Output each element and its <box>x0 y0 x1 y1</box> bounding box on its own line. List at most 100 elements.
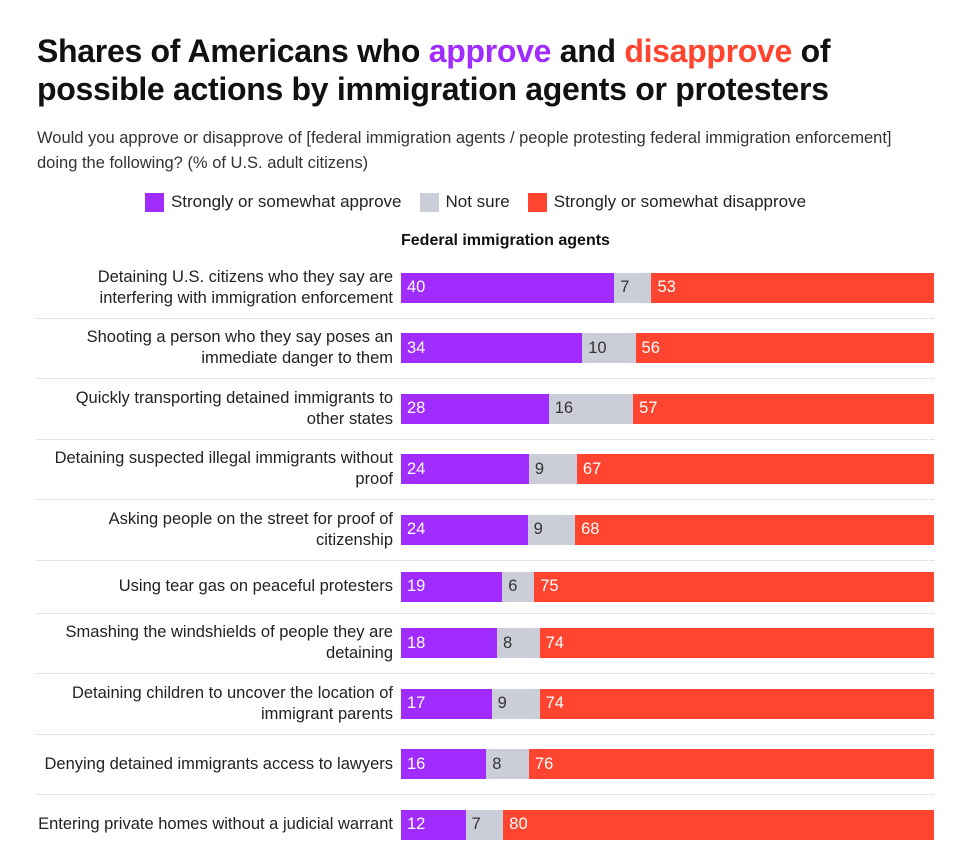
bar-row: Quickly transporting detained immigrants… <box>37 379 934 440</box>
category-label: Denying detained immigrants access to la… <box>44 754 394 773</box>
bar-row: Denying detained immigrants access to la… <box>37 735 934 795</box>
chart-title: Shares of Americans who approve and disa… <box>37 33 831 107</box>
data-label: 34 <box>407 338 426 357</box>
panel-title: Federal immigration agents <box>401 232 610 249</box>
legend-item-disapprove: Strongly or somewhat disapprove <box>527 192 806 212</box>
stacked-bar: 34 10 56 <box>401 333 934 364</box>
disapprove-segment: 76 <box>528 749 934 780</box>
data-label: 9 <box>534 459 545 478</box>
category-label: Smashing the windshields of people they … <box>65 623 393 663</box>
approve-segment: 19 <box>401 571 503 602</box>
bar-row: Asking people on the street for proof of… <box>37 500 934 561</box>
data-label: 67 <box>582 459 602 478</box>
disapprove-segment: 74 <box>539 628 934 659</box>
stacked-bar: 16 8 76 <box>401 749 934 780</box>
approve-segment: 16 <box>401 749 487 780</box>
not-sure-segment: 7 <box>614 272 652 303</box>
data-label: 9 <box>533 520 543 539</box>
legend-swatch <box>419 192 439 212</box>
data-label: 19 <box>407 577 426 595</box>
bar-row: Entering private homes without a judicia… <box>37 795 934 855</box>
data-label: 17 <box>407 694 426 713</box>
data-label: 76 <box>534 754 554 773</box>
bar-row: Detaining U.S. citizens who they say are… <box>37 258 934 319</box>
data-label: 74 <box>545 694 564 713</box>
data-label: 24 <box>407 520 426 539</box>
approve-segment: 12 <box>401 809 466 840</box>
data-label: 16 <box>407 754 426 773</box>
data-label: 8 <box>492 754 502 773</box>
disapprove-segment: 67 <box>576 454 934 485</box>
stacked-bar: 18 8 74 <box>401 628 934 659</box>
data-label: 12 <box>407 815 426 834</box>
data-label: 10 <box>588 338 607 357</box>
approve-segment: 28 <box>401 393 549 424</box>
bar-row: Smashing the windshields of people they … <box>37 614 934 674</box>
disapprove-segment: 75 <box>534 571 934 602</box>
legend-item-approve: Strongly or somewhat approve <box>144 192 402 212</box>
data-label: 40 <box>407 278 426 297</box>
not-sure-segment: 16 <box>548 393 634 424</box>
legend-swatch <box>144 192 164 212</box>
bar-row: Shooting a person who they say poses an … <box>37 319 934 379</box>
category-label: Detaining U.S. citizens who they say are… <box>97 267 393 307</box>
stacked-bar: 12 7 80 <box>401 809 934 840</box>
approve-segment: 34 <box>401 333 583 364</box>
data-label: 16 <box>554 399 574 418</box>
not-sure-segment: 8 <box>486 749 529 780</box>
legend-swatch <box>527 192 547 212</box>
data-label: 53 <box>657 278 676 297</box>
data-label: 57 <box>639 399 658 418</box>
legend: Strongly or somewhat approve Not sure St… <box>17 192 934 212</box>
data-label: 7 <box>471 815 481 834</box>
approve-segment: 18 <box>401 628 497 659</box>
approve-segment: 40 <box>401 272 615 303</box>
data-label: 75 <box>540 577 559 595</box>
category-label: Detaining children to uncover the locati… <box>71 683 393 723</box>
not-sure-segment: 9 <box>527 514 576 545</box>
data-label: 24 <box>407 459 426 478</box>
data-label: 18 <box>407 633 426 652</box>
data-label: 6 <box>508 577 518 595</box>
category-label: Detaining suspected illegal immigrants w… <box>54 449 393 489</box>
bar-rows: Detaining U.S. citizens who they say are… <box>37 258 934 855</box>
data-label: 80 <box>509 815 528 834</box>
legend-item-not-sure: Not sure <box>419 192 510 212</box>
not-sure-segment: 6 <box>502 571 535 602</box>
category-label: Asking people on the street for proof of… <box>108 509 393 549</box>
bar-row: Detaining suspected illegal immigrants w… <box>37 440 934 500</box>
category-label: Entering private homes without a judicia… <box>38 815 393 834</box>
stacked-bar: 17 9 74 <box>401 688 934 719</box>
data-label: 9 <box>497 694 507 713</box>
bar-row: Using tear gas on peaceful protesters 19 6… <box>37 561 934 614</box>
category-label: Using tear gas on peaceful protesters <box>118 577 393 595</box>
disapprove-segment: 56 <box>635 333 934 364</box>
data-label: 56 <box>641 338 660 357</box>
not-sure-segment: 9 <box>491 688 540 719</box>
disapprove-segment: 57 <box>633 393 934 424</box>
not-sure-segment: 8 <box>496 628 540 659</box>
stacked-bar: 19 6 75 <box>401 571 934 602</box>
not-sure-segment: 10 <box>582 333 636 364</box>
stacked-bar: 40 7 53 <box>401 272 934 303</box>
disapprove-segment: 53 <box>651 272 934 303</box>
not-sure-segment: 9 <box>528 454 577 485</box>
stacked-bar: 24 9 68 <box>401 514 934 545</box>
disapprove-segment: 68 <box>575 514 934 545</box>
data-label: 8 <box>502 633 513 652</box>
stacked-bar: 28 16 57 <box>401 393 934 424</box>
data-label: 7 <box>620 278 630 297</box>
disapprove-segment: 74 <box>539 688 934 719</box>
disapprove-segment: 80 <box>503 809 934 840</box>
data-label: 28 <box>407 399 426 418</box>
data-label: 74 <box>545 633 564 652</box>
approve-segment: 24 <box>401 454 529 485</box>
category-label: Quickly transporting detained immigrants… <box>75 388 393 428</box>
stacked-bar: 24 9 67 <box>401 454 934 485</box>
category-label: Shooting a person who they say poses an … <box>86 328 393 368</box>
bar-row: Detaining children to uncover the locati… <box>37 674 934 735</box>
data-label: 68 <box>581 520 600 539</box>
chart-subtitle: Would you approve or disapprove of [fede… <box>37 129 892 172</box>
approve-segment: 24 <box>401 514 528 545</box>
